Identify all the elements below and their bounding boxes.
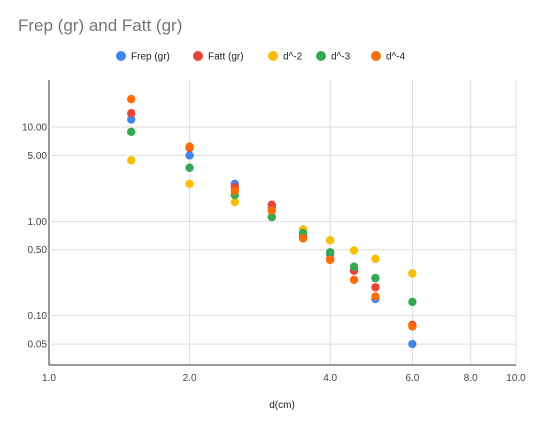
chart-title: Frep (gr) and Fatt (gr): [18, 16, 183, 35]
legend-item: Frep (gr): [116, 51, 170, 63]
legend-item: Fatt (gr): [193, 51, 244, 63]
legend-item: d^-2: [268, 51, 303, 63]
data-point: [408, 322, 417, 331]
x-axis-ticks: 1.0 2.0 4.0 6.0 8.0 10.0: [42, 373, 526, 384]
legend-marker: [268, 51, 278, 61]
data-point: [298, 234, 308, 243]
data-point: [230, 197, 240, 207]
data-point: [127, 156, 136, 165]
x-tick-label: 10.0: [506, 373, 526, 384]
x-tick-label: 1.0: [42, 373, 56, 384]
data-point: [371, 292, 380, 301]
legend-item: d^-4: [371, 51, 406, 63]
data-point: [267, 200, 277, 209]
data-point: [325, 248, 335, 257]
data-point: [325, 236, 335, 245]
legend-marker: [116, 51, 126, 61]
legend-marker: [371, 51, 381, 61]
series-d-3: [127, 127, 417, 307]
data-point: [408, 297, 417, 307]
legend-label: Fatt (gr): [208, 52, 244, 63]
data-point: [408, 339, 417, 349]
data-point: [185, 179, 194, 189]
y-tick-label: 0.10: [28, 311, 48, 322]
y-axis-ticks: 0.05 0.10 0.50 1.00 5.00 10.00: [22, 123, 47, 351]
data-point: [325, 255, 335, 265]
legend-label: d^-2: [283, 52, 303, 63]
x-tick-label: 6.0: [405, 373, 419, 384]
series-frep-gr-: [127, 115, 417, 349]
x-tick-label: 8.0: [464, 373, 478, 384]
data-point: [349, 275, 359, 285]
y-tick-label: 1.00: [28, 217, 48, 228]
data-point: [349, 262, 359, 271]
x-tick-label: 4.0: [323, 373, 337, 384]
data-point: [371, 254, 380, 264]
y-tick-label: 0.50: [28, 245, 48, 256]
legend-item: d^-3: [316, 51, 351, 63]
x-axis-title: d(cm): [269, 400, 295, 411]
legend: Frep (gr) Fatt (gr) d^-2 d^-3 d^-4: [116, 51, 406, 63]
data-point: [185, 163, 194, 172]
data-point: [371, 273, 380, 283]
data-point: [127, 127, 136, 137]
legend-label: Frep (gr): [131, 52, 170, 63]
data-point: [185, 142, 194, 151]
data-points: [127, 94, 417, 349]
data-point: [267, 206, 277, 215]
data-point: [349, 246, 359, 255]
data-point: [185, 151, 194, 160]
y-tick-label: 10.00: [22, 123, 47, 134]
y-tick-label: 5.00: [28, 151, 48, 162]
data-point: [127, 94, 136, 104]
legend-marker: [316, 51, 326, 61]
legend-marker: [193, 51, 203, 61]
legend-label: d^-3: [331, 52, 351, 63]
data-point: [127, 109, 136, 118]
gridlines: [48, 80, 517, 366]
series-d-4: [127, 94, 417, 331]
y-tick-label: 0.05: [28, 340, 48, 351]
x-tick-label: 2.0: [183, 373, 197, 384]
legend-label: d^-4: [386, 52, 406, 63]
data-point: [267, 212, 277, 222]
data-point: [230, 186, 240, 196]
data-point: [127, 115, 136, 124]
data-point: [371, 283, 380, 292]
data-point: [408, 269, 417, 278]
